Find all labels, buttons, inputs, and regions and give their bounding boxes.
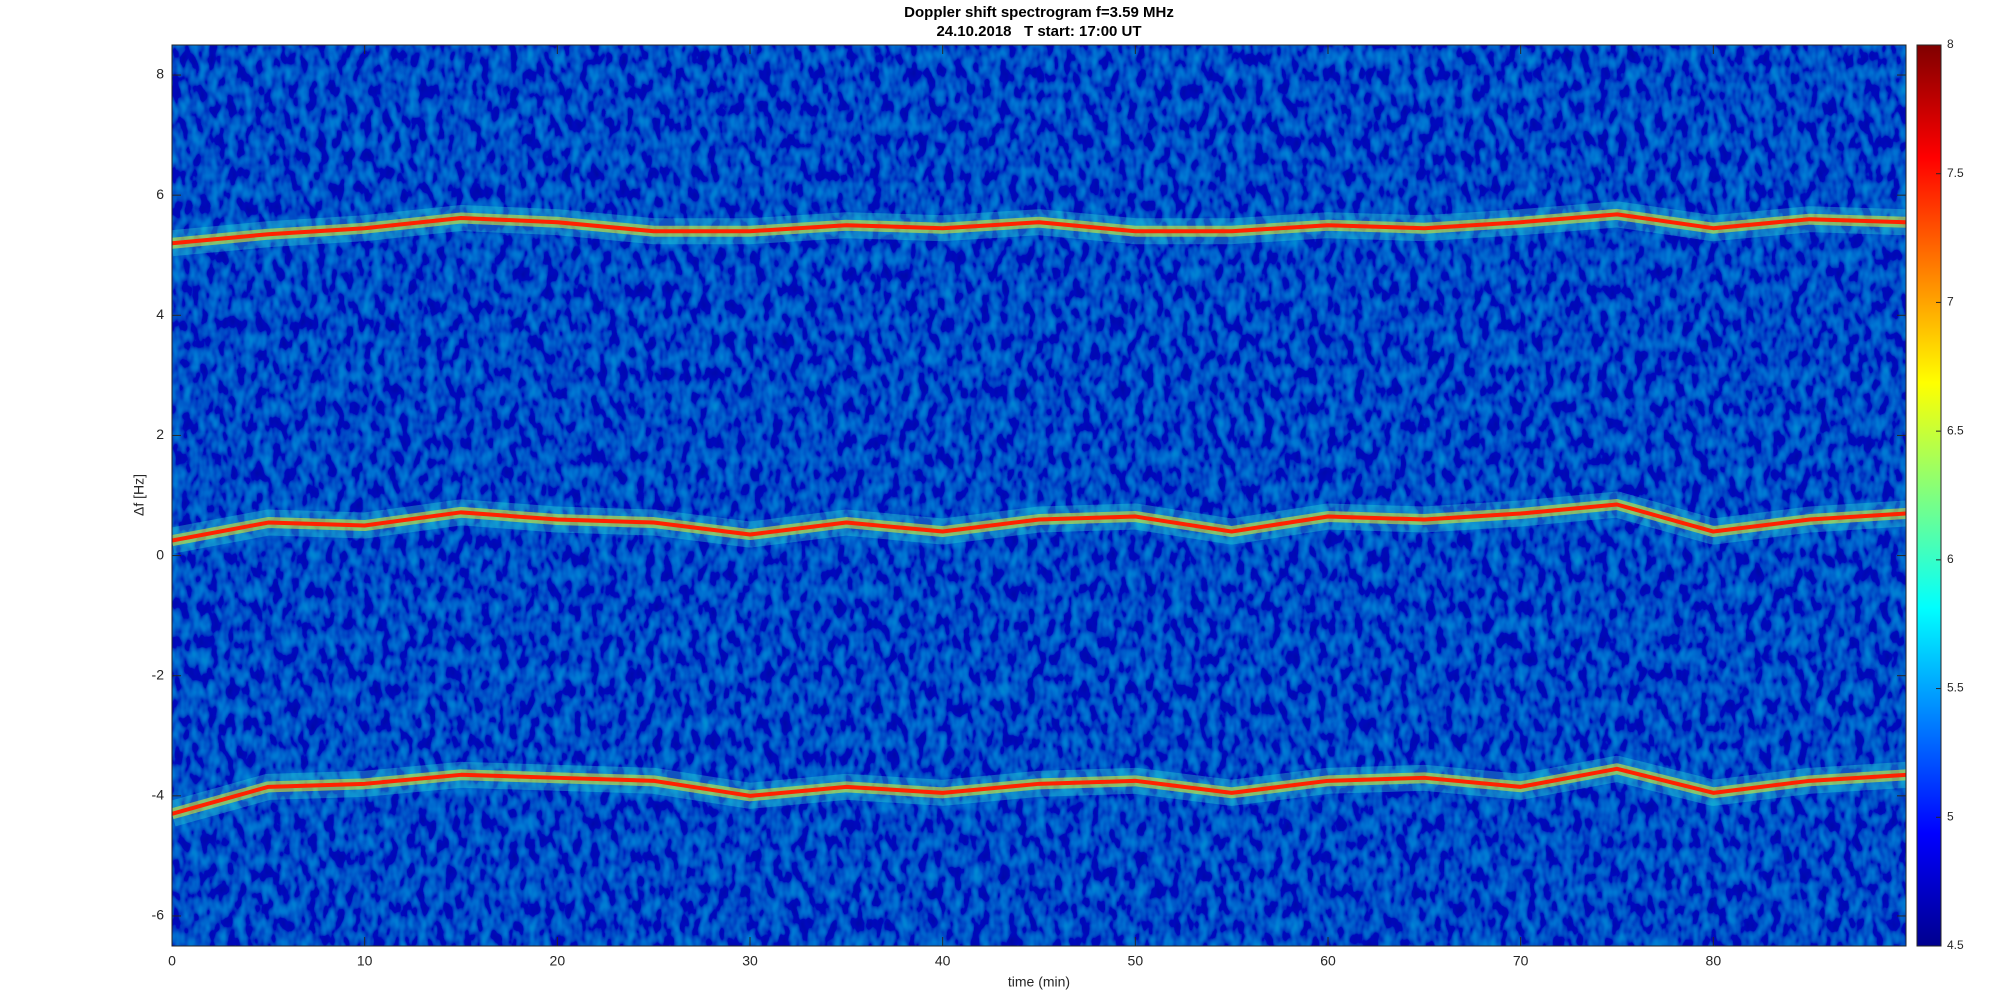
noise-texture bbox=[172, 45, 1906, 946]
trace-line bbox=[172, 212, 1906, 246]
colorbar-tick-label: 4.5 bbox=[1947, 938, 1964, 952]
colorbar-tick-label: 6.5 bbox=[1947, 423, 1964, 437]
chart-subtitle: 24.10.2018 T start: 17:00 UT bbox=[936, 23, 1141, 40]
y-tick-label: 4 bbox=[156, 306, 164, 322]
x-tick-label: 50 bbox=[1128, 953, 1144, 969]
x-tick-label: 80 bbox=[1706, 953, 1722, 969]
colorbar-tick-label: 5 bbox=[1947, 809, 1954, 823]
y-tick-label: 6 bbox=[156, 186, 164, 202]
trace-line bbox=[172, 766, 1906, 816]
colorbar bbox=[1916, 44, 1942, 947]
colorbar-tick-label: 5.5 bbox=[1947, 681, 1964, 695]
plot-frame bbox=[171, 44, 1907, 947]
y-axis-label: Δf [Hz] bbox=[131, 474, 147, 516]
x-tick-label: 70 bbox=[1513, 953, 1529, 969]
colorbar-tick-label: 8 bbox=[1947, 37, 1954, 51]
x-tick-label: 60 bbox=[1320, 953, 1336, 969]
y-tick-label: 2 bbox=[156, 426, 164, 442]
y-tick-label: -2 bbox=[152, 666, 165, 682]
chart-title: Doppler shift spectrogram f=3.59 MHz bbox=[904, 4, 1174, 21]
x-tick-label: 40 bbox=[935, 953, 951, 969]
y-tick-label: 0 bbox=[156, 546, 164, 562]
colorbar-tick-label: 7 bbox=[1947, 295, 1954, 309]
colorbar-tick-label: 6 bbox=[1947, 552, 1954, 566]
y-tick-label: -6 bbox=[152, 907, 165, 923]
x-tick-label: 30 bbox=[742, 953, 758, 969]
x-tick-label: 10 bbox=[357, 953, 373, 969]
x-axis-label: time (min) bbox=[1008, 974, 1070, 990]
colorbar-tick-label: 7.5 bbox=[1947, 166, 1964, 180]
traces bbox=[172, 201, 1906, 827]
x-tick-label: 20 bbox=[550, 953, 566, 969]
trace-line bbox=[172, 502, 1906, 543]
x-tick-label: 0 bbox=[168, 953, 176, 969]
y-tick-label: 8 bbox=[156, 66, 164, 82]
y-tick-label: -4 bbox=[152, 787, 165, 803]
